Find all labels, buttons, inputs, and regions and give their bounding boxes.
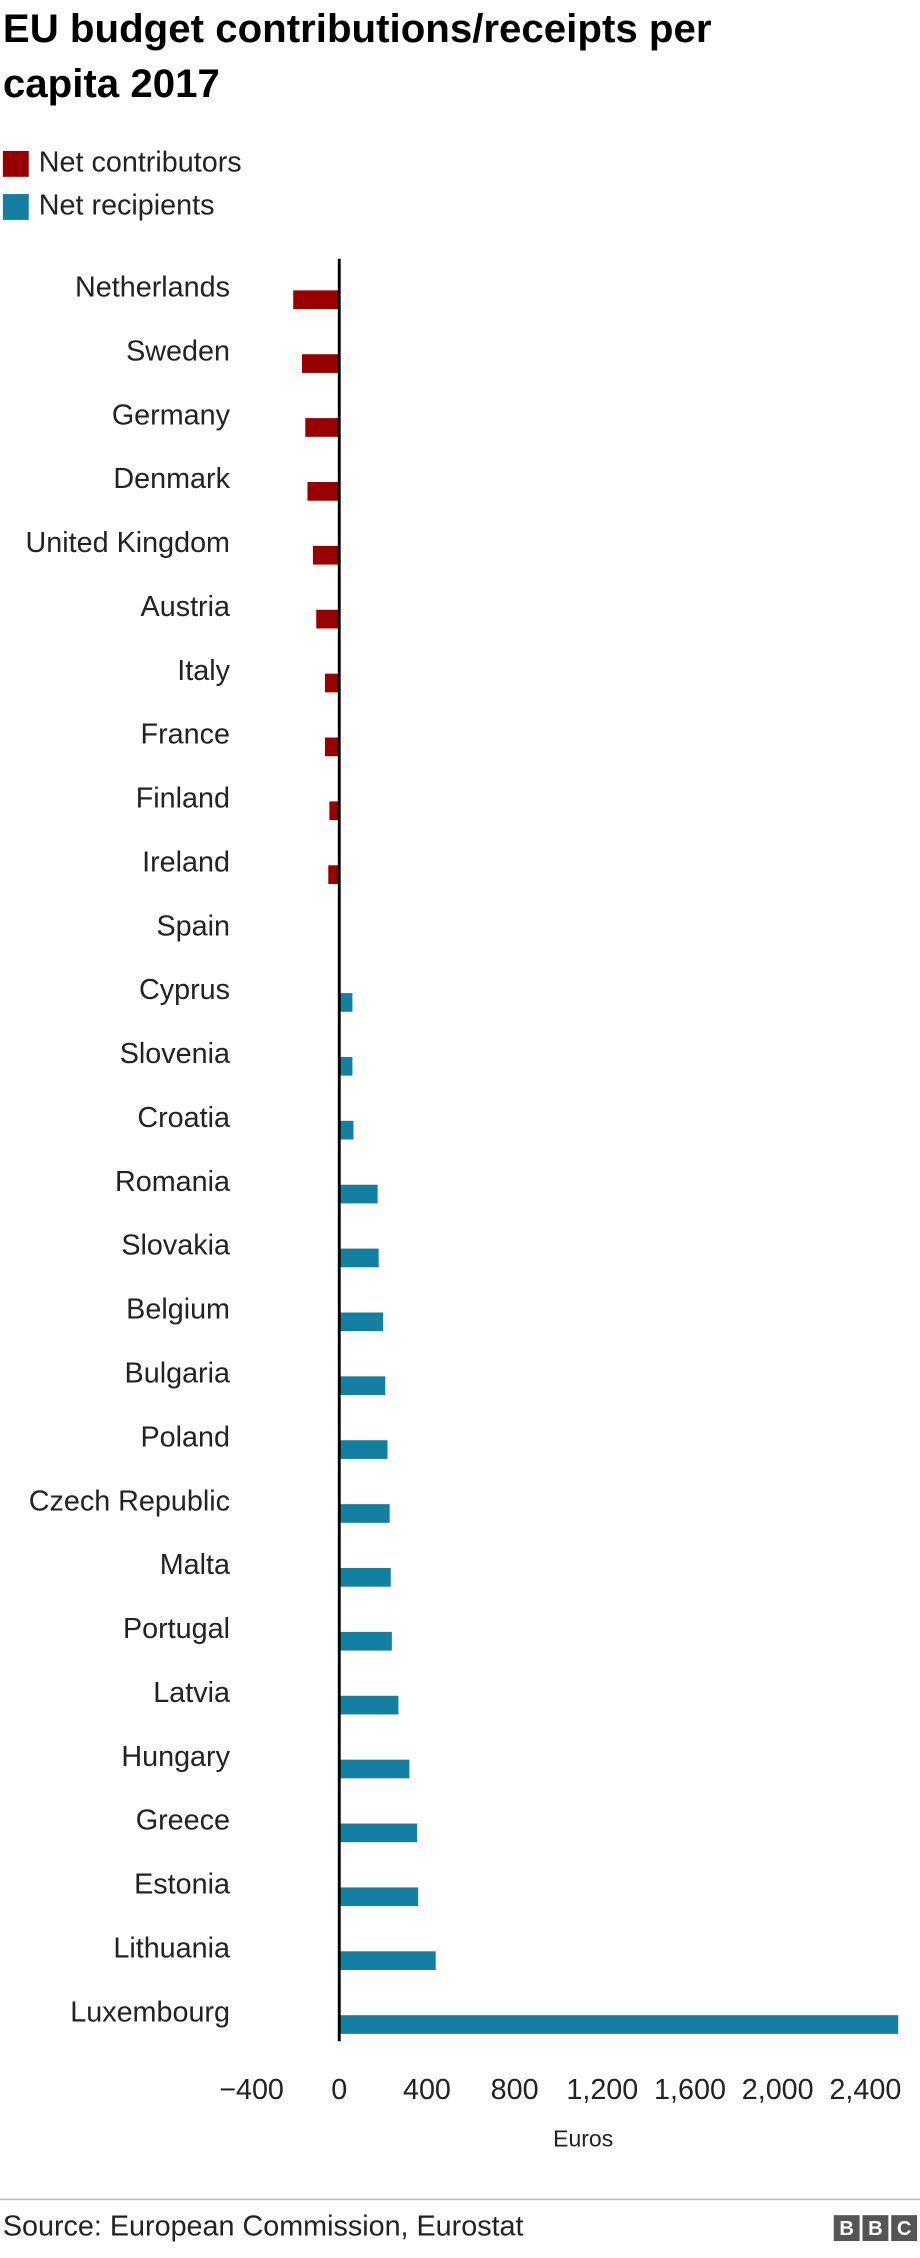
y-tick-label: Greece [136, 1805, 230, 1837]
bar [339, 1120, 354, 1140]
y-tick-label: Hungary [121, 1741, 230, 1773]
x-tick-label: 1,600 [654, 2074, 726, 2106]
y-tick-label: Italy [177, 655, 230, 687]
y-tick-label: Netherlands [75, 272, 230, 304]
y-tick-label: Croatia [137, 1102, 230, 1134]
bar [339, 1823, 418, 1843]
x-tick-label: 2,400 [829, 2074, 901, 2106]
bar [339, 1568, 391, 1587]
bar [339, 993, 353, 1012]
bar [305, 418, 340, 437]
bar [339, 1312, 384, 1332]
bar [339, 1631, 392, 1651]
bar [325, 737, 340, 757]
y-tick-label: Luxembourg [70, 1996, 230, 2028]
y-tick-label: United Kingdom [26, 527, 230, 559]
x-tick-label: 400 [403, 2074, 451, 2106]
bar [339, 1759, 410, 1779]
bar [316, 609, 340, 629]
y-tick-label: Estonia [134, 1869, 230, 1901]
legend-swatch [2, 194, 29, 220]
y-tick-label: Malta [160, 1549, 230, 1581]
y-tick-label: Latvia [153, 1677, 230, 1709]
x-tick-label: 1,200 [566, 2074, 638, 2106]
chart-title: EU budget contributions/receipts per [3, 6, 712, 51]
bar [339, 1248, 379, 1268]
y-tick-label: Czech Republic [29, 1485, 230, 1517]
bar [328, 865, 340, 884]
logo-box [833, 2215, 860, 2242]
x-tick-label: −400 [219, 2074, 284, 2106]
x-tick-label: 0 [331, 2074, 347, 2106]
y-tick-label: Austria [141, 591, 230, 623]
y-tick-label: Spain [157, 910, 231, 942]
y-tick-label: Finland [136, 783, 230, 815]
y-tick-label: Sweden [126, 335, 230, 367]
y-tick-label: Poland [141, 1421, 230, 1453]
bar [339, 2015, 899, 2034]
bar [339, 1184, 378, 1204]
bar [339, 1440, 388, 1459]
bar [329, 801, 340, 821]
bar [312, 545, 340, 565]
y-tick-label: Slovakia [121, 1230, 230, 1262]
legend-swatch [2, 150, 29, 177]
bar [293, 290, 340, 310]
y-tick-label: Belgium [126, 1294, 230, 1326]
source: Source: European Commission, Eurostat [3, 2211, 524, 2243]
y-tick-label: Slovenia [120, 1038, 230, 1070]
logo-letter: C [897, 2218, 912, 2240]
logo-box [862, 2215, 889, 2242]
x-axis-label: Euros [553, 2125, 613, 2151]
logo-box [891, 2215, 918, 2242]
bar [339, 1695, 399, 1715]
y-tick-label: France [141, 719, 230, 751]
logo-letter: B [868, 2218, 883, 2240]
y-tick-label: Cyprus [139, 974, 230, 1006]
y-tick-label: Ireland [142, 846, 230, 878]
y-tick-label: Romania [115, 1166, 230, 1198]
bar [307, 482, 340, 501]
legend-label: Net recipients [39, 190, 215, 222]
y-tick-label: Germany [112, 399, 231, 431]
legend-label: Net contributors [39, 146, 242, 178]
y-tick-label: Lithuania [113, 1932, 230, 1964]
bar [339, 1376, 386, 1396]
y-tick-label: Portugal [123, 1613, 230, 1645]
chart-title: capita 2017 [3, 61, 220, 106]
logo-letter: B [839, 2218, 854, 2240]
y-tick-label: Denmark [113, 463, 230, 495]
bar [339, 1887, 419, 1907]
bar [339, 1504, 390, 1523]
bar [339, 1056, 353, 1076]
y-tick-label: Bulgaria [125, 1358, 230, 1390]
x-tick-label: 800 [491, 2074, 539, 2106]
bar [325, 673, 340, 693]
bar [301, 354, 340, 373]
bar [339, 1951, 436, 1970]
x-tick-label: 2,000 [742, 2074, 814, 2106]
